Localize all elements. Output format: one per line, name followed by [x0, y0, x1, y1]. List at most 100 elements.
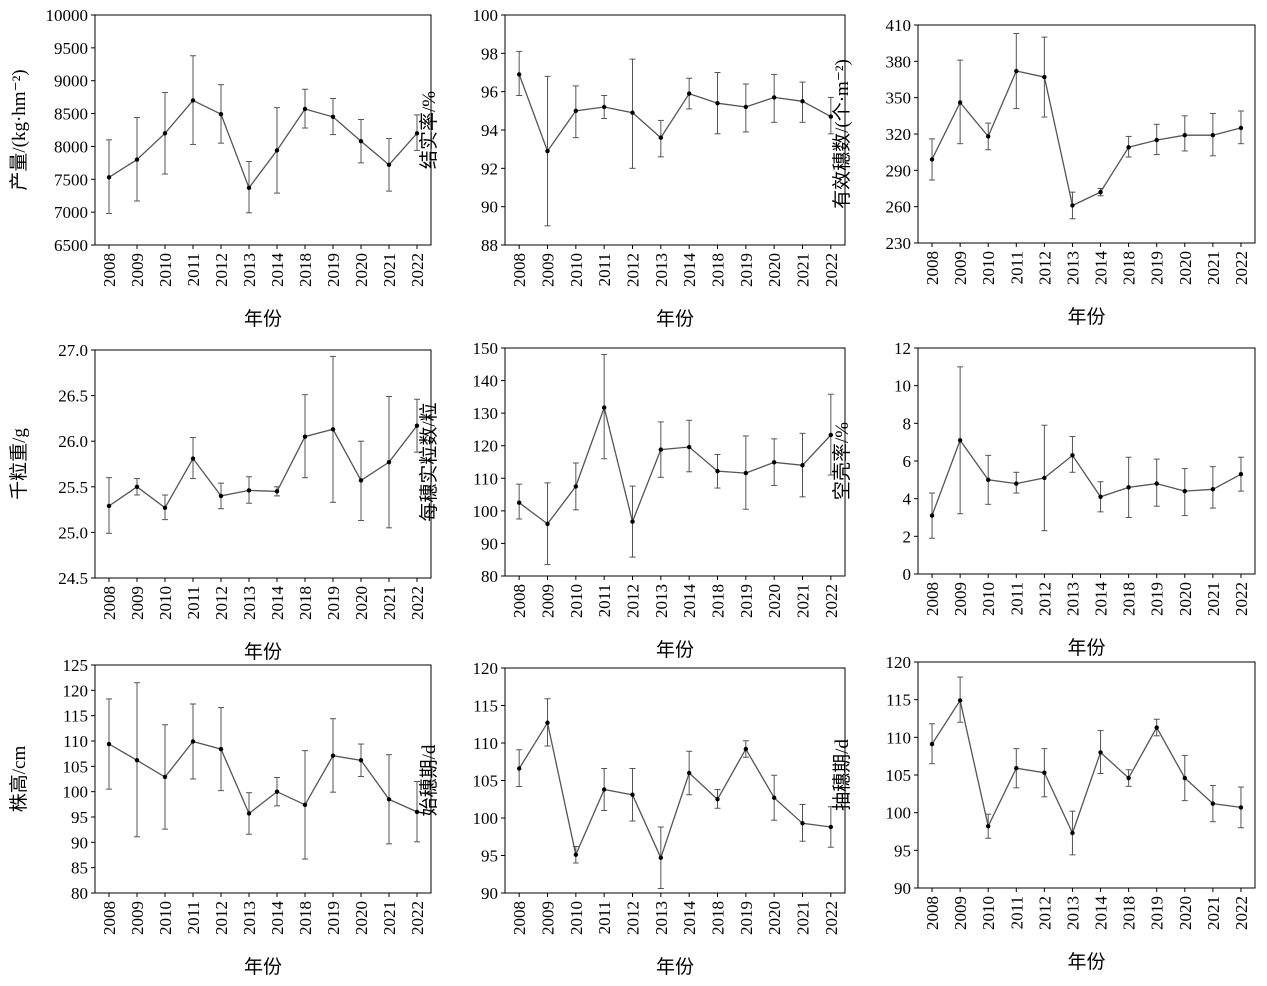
- data-point: [386, 459, 392, 465]
- x-tick-label: 2021: [794, 901, 813, 935]
- x-tick-label: 2018: [1120, 896, 1139, 930]
- y-tick-label: 26.0: [58, 432, 88, 451]
- x-tick-label: 2021: [794, 253, 813, 287]
- data-point: [274, 789, 280, 794]
- data-point: [134, 758, 140, 763]
- y-tick-label: 120: [473, 437, 499, 456]
- data-point: [414, 131, 420, 136]
- x-tick-label: 2011: [595, 901, 614, 934]
- x-tick-label: 2013: [1063, 582, 1082, 616]
- data-point: [601, 104, 607, 110]
- y-axis-label: 结实率/%: [418, 91, 440, 169]
- data-point: [828, 824, 834, 830]
- x-tick-label: 2009: [951, 251, 970, 285]
- x-tick-label: 2013: [652, 253, 671, 287]
- x-tick-label: 2013: [1063, 251, 1082, 285]
- x-tick-label: 2011: [1007, 251, 1026, 284]
- chart-panel-9: 90 95 100 105 110 115 120 2008 2009 2010 2011 2012 2…: [831, 653, 1256, 973]
- data-point: [106, 175, 112, 180]
- y-tick-label: 98: [481, 44, 498, 63]
- y-tick-label: 8500: [54, 105, 88, 124]
- data-point: [1126, 775, 1131, 781]
- data-point: [246, 185, 252, 191]
- y-tick-label: 100: [473, 809, 499, 828]
- x-axis-label: 年份: [1067, 951, 1105, 973]
- y-tick-label: 125: [63, 656, 89, 675]
- data-point: [573, 484, 579, 489]
- x-tick-label: 2022: [1232, 582, 1251, 616]
- data-point: [1210, 487, 1216, 492]
- y-axis-label: 千粒重/g: [8, 428, 30, 500]
- y-tick-label: 230: [886, 234, 912, 253]
- y-tick-label: 6500: [54, 236, 88, 255]
- x-tick-label: 2011: [595, 253, 614, 286]
- data-point: [929, 157, 935, 162]
- data-point: [1154, 137, 1159, 143]
- data-point: [1182, 775, 1187, 781]
- x-tick-label: 2020: [1176, 896, 1195, 930]
- data-point: [1070, 830, 1075, 836]
- x-tick-label: 2012: [1035, 582, 1054, 616]
- x-tick-label: 2022: [1232, 251, 1251, 285]
- y-tick-label: 100: [886, 804, 912, 823]
- data-point: [134, 157, 140, 162]
- data-point: [743, 104, 749, 110]
- y-tick-label: 290: [886, 161, 912, 180]
- data-point: [1210, 133, 1216, 138]
- data-point: [1182, 133, 1187, 138]
- y-tick-label: 92: [481, 159, 498, 178]
- x-tick-label: 2008: [100, 586, 119, 620]
- y-tick-label: 110: [473, 734, 498, 753]
- y-tick-label: 94: [481, 121, 499, 140]
- y-tick-label: 120: [63, 681, 89, 700]
- y-tick-label: 95: [481, 847, 498, 866]
- x-tick-label: 2009: [539, 253, 558, 287]
- y-tick-label: 120: [473, 659, 499, 678]
- x-tick-label: 2020: [352, 253, 371, 287]
- data-point: [1070, 453, 1075, 458]
- x-tick-label: 2012: [212, 901, 231, 935]
- x-tick-label: 2013: [240, 253, 259, 287]
- data-point: [358, 478, 364, 483]
- x-tick-label: 2018: [1120, 582, 1139, 616]
- x-tick-label: 2021: [1204, 251, 1223, 285]
- data-point: [1098, 750, 1103, 755]
- x-tick-label: 2012: [624, 901, 643, 935]
- x-axis-label: 年份: [1067, 306, 1105, 328]
- data-point: [330, 427, 336, 432]
- chart-panel-5: 80 90 100 110 120 130 140 150 2008 2009 2010 2011 20…: [418, 339, 846, 661]
- x-tick-label: 2018: [296, 901, 315, 935]
- data-point: [658, 855, 664, 860]
- y-axis-label: 每穗实粒数/粒: [418, 402, 440, 521]
- plot-frame: [94, 14, 432, 246]
- y-tick-label: 6: [903, 452, 912, 471]
- x-tick-label: 2014: [680, 584, 699, 619]
- data-point: [743, 746, 749, 752]
- x-tick-label: 2014: [268, 586, 287, 621]
- y-tick-label: 88: [481, 236, 498, 255]
- data-point: [516, 72, 522, 77]
- x-tick-label: 2009: [128, 253, 147, 287]
- x-tick-label: 2019: [737, 253, 756, 287]
- x-tick-label: 2009: [128, 901, 147, 935]
- x-tick-label: 2018: [296, 253, 315, 287]
- x-axis-label: 年份: [656, 639, 694, 661]
- x-tick-label: 2012: [624, 584, 643, 618]
- data-point: [573, 108, 579, 114]
- data-point: [1238, 125, 1244, 131]
- data-point: [929, 741, 935, 747]
- y-tick-label: 90: [481, 198, 498, 217]
- y-tick-label: 90: [71, 833, 88, 852]
- x-tick-label: 2021: [794, 584, 813, 618]
- x-tick-label: 2020: [765, 901, 784, 935]
- data-point: [771, 95, 777, 100]
- data-point: [715, 100, 720, 106]
- x-tick-label: 2008: [510, 901, 529, 935]
- data-point: [957, 100, 963, 105]
- x-tick-label: 2020: [1176, 582, 1195, 616]
- chart-panel-2: 88 90 92 94 96 98 100 2008 2009 2010 2011 2012 2013 2…: [418, 6, 846, 330]
- x-tick-label: 2011: [1007, 896, 1026, 929]
- data-point: [414, 423, 420, 428]
- data-point: [1014, 481, 1019, 486]
- y-tick-label: 105: [886, 766, 912, 785]
